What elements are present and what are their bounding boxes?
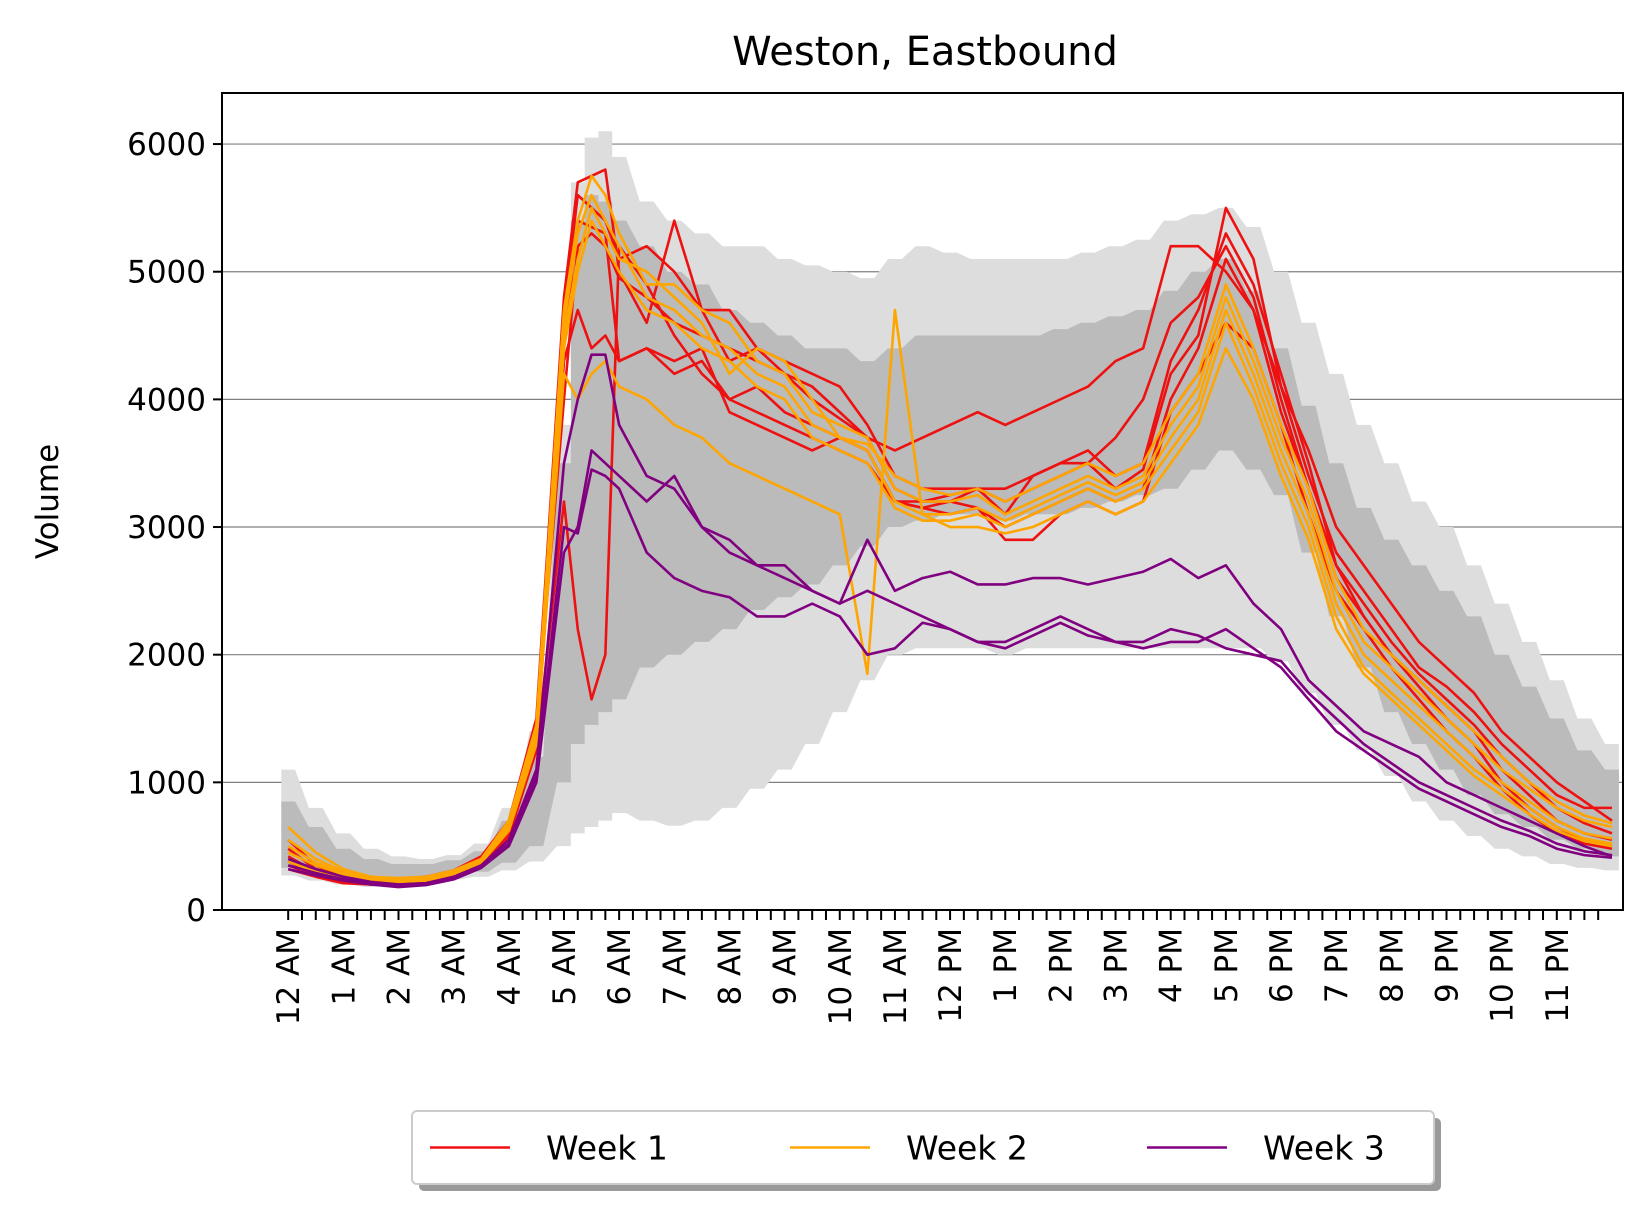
x-tick-label: 6 PM — [1264, 928, 1300, 1003]
x-tick-label: 12 PM — [933, 928, 969, 1023]
y-tick-label: 4000 — [127, 382, 206, 418]
x-tick-label: 3 AM — [437, 928, 473, 1006]
x-tick-label: 10 PM — [1485, 928, 1521, 1023]
legend-label: Week 1 — [546, 1129, 668, 1168]
y-tick-label: 5000 — [127, 255, 206, 291]
y-tick-label: 3000 — [127, 510, 206, 546]
x-tick-label: 6 AM — [602, 928, 638, 1006]
x-tick-label: 5 PM — [1209, 928, 1245, 1003]
series-line — [287, 449, 1613, 889]
y-axis: 0 1000 2000 3000 4000 5000 6000 — [127, 127, 222, 929]
x-tick-label: 9 AM — [768, 928, 804, 1006]
x-tick-label: 7 PM — [1319, 928, 1355, 1003]
x-tick-label: 5 AM — [547, 928, 583, 1006]
x-tick-label: 11 AM — [878, 928, 914, 1025]
x-tick-label: 9 PM — [1429, 928, 1465, 1003]
x-tick-label: 3 PM — [1099, 928, 1135, 1003]
x-tick-label: 1 PM — [988, 928, 1024, 1003]
series-line — [287, 206, 1613, 882]
x-tick-label: 2 AM — [382, 928, 418, 1006]
series-line — [287, 468, 1613, 888]
legend: Week 1 Week 2 Week 3 — [411, 1110, 1441, 1191]
series-lines — [287, 168, 1613, 889]
x-axis: 12 AM 1 AM 2 AM 3 AM 4 AM 5 AM 6 AM 7 AM 8 AM 9 A… — [271, 910, 1600, 1025]
y-tick-label: 0 — [186, 893, 206, 929]
x-tick-label: 7 AM — [657, 928, 693, 1006]
y-tick-label: 6000 — [127, 127, 206, 163]
x-tick-label: 12 AM — [271, 928, 307, 1025]
x-tick-label: 10 AM — [823, 928, 859, 1025]
y-tick-label: 1000 — [127, 765, 206, 801]
legend-label: Week 2 — [906, 1129, 1028, 1168]
legend-label: Week 3 — [1263, 1129, 1385, 1168]
series-line — [287, 353, 1613, 886]
series-line — [287, 308, 1613, 884]
legend-box — [411, 1110, 1435, 1185]
chart-title: Weston, Eastbound — [732, 29, 1118, 75]
x-tick-label: 8 PM — [1374, 928, 1410, 1003]
y-tick-label: 2000 — [127, 638, 206, 674]
x-tick-label: 8 AM — [712, 928, 748, 1006]
x-tick-label: 2 PM — [1043, 928, 1079, 1003]
x-tick-label: 11 PM — [1540, 928, 1576, 1023]
x-tick-label: 4 PM — [1154, 928, 1190, 1003]
x-tick-label: 4 AM — [492, 928, 528, 1006]
y-axis-label: Volume — [30, 444, 66, 559]
x-tick-label: 1 AM — [326, 928, 362, 1006]
